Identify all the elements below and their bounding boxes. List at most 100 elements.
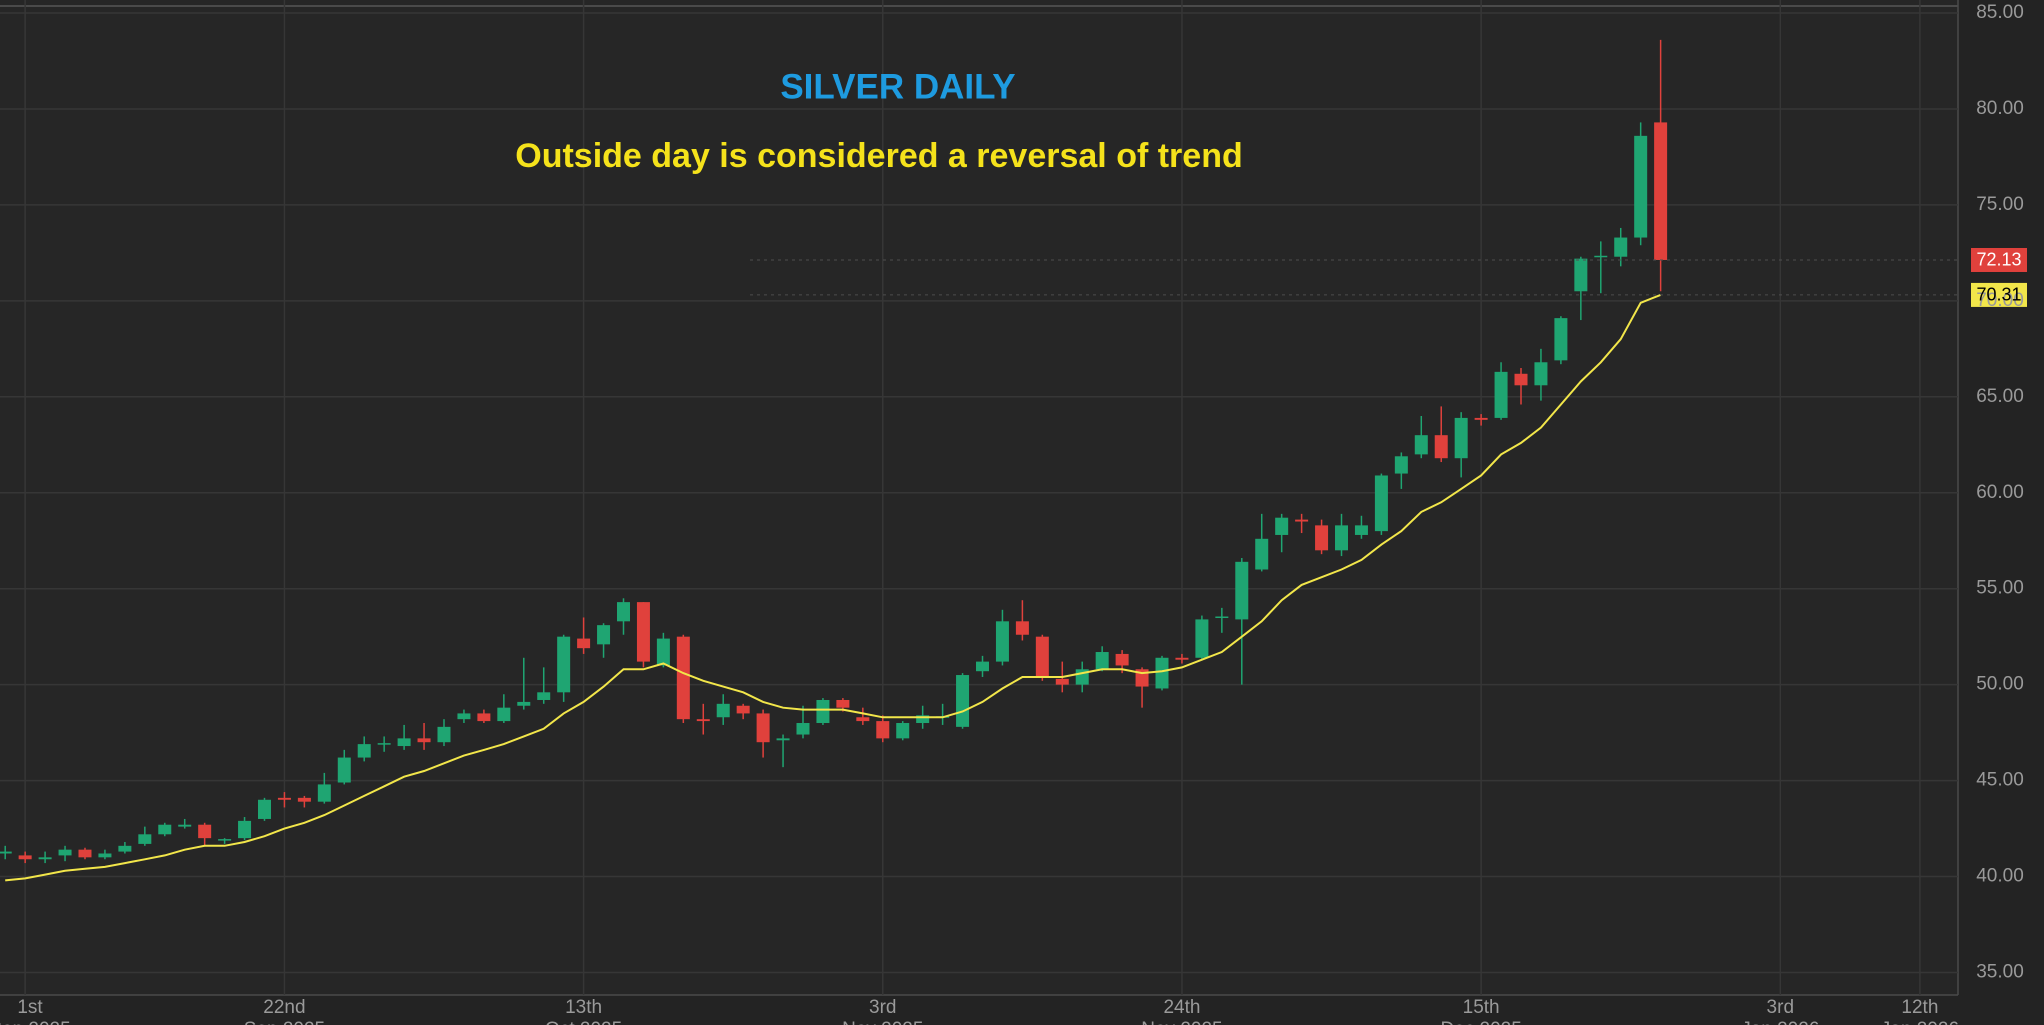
candle-body — [118, 845, 132, 852]
candle-body — [656, 638, 670, 666]
candle-body — [58, 849, 72, 856]
candle-body — [1315, 525, 1329, 551]
candle-body — [1594, 255, 1608, 258]
candle-body — [1115, 653, 1129, 666]
y-tick-label: 60.00 — [1976, 482, 2024, 503]
candle-body — [1354, 525, 1368, 535]
candle-body — [98, 853, 112, 858]
candle-body — [437, 726, 451, 743]
x-tick-sublabel: Jan 2026 — [1881, 1019, 1959, 1025]
ma-value-tag-box — [1971, 282, 2027, 307]
candle-body — [1494, 371, 1508, 418]
y-tick-label: 35.00 — [1976, 961, 2024, 982]
last-price-tag: 72.13 — [1976, 250, 2021, 270]
candle-body — [1614, 237, 1628, 257]
candle-body — [158, 824, 172, 835]
candle-body — [1155, 657, 1169, 689]
candle-body — [1295, 519, 1309, 522]
candle-body — [896, 723, 910, 739]
x-tick-label: 12th — [1901, 997, 1938, 1018]
candle-body — [976, 661, 990, 672]
x-tick-sublabel: Nov 2025 — [1141, 1019, 1222, 1025]
candle-body — [1394, 456, 1408, 474]
candle-body — [1255, 538, 1269, 570]
y-tick-label: 50.00 — [1976, 674, 2024, 695]
candle-body — [138, 834, 152, 844]
x-tick-label: 3rd — [869, 997, 896, 1018]
candle-body — [1534, 362, 1548, 386]
candle-body — [557, 636, 571, 693]
candle-body — [616, 602, 630, 622]
x-tick-sublabel: Oct 2025 — [545, 1019, 622, 1025]
candle-body — [716, 703, 730, 718]
candle-body — [796, 723, 810, 735]
candle-body — [776, 738, 790, 741]
candle-body — [357, 744, 371, 758]
candle-body — [238, 820, 252, 839]
candle-body — [1095, 652, 1109, 670]
y-tick-label: 85.00 — [1976, 2, 2024, 23]
candle-body — [836, 699, 850, 708]
candle-body — [816, 699, 830, 724]
y-tick-label: 80.00 — [1976, 98, 2024, 119]
candle-body — [1654, 122, 1668, 260]
ma-value-tag: 70.31 — [1976, 285, 2021, 305]
y-tick-label: 55.00 — [1976, 578, 2024, 599]
y-tick-label: 45.00 — [1976, 770, 2024, 791]
candle-body — [317, 784, 331, 802]
candle-body — [257, 799, 271, 819]
candle-body — [1454, 417, 1468, 459]
moving-average-line — [5, 293, 1661, 882]
candle-body — [1574, 258, 1588, 292]
x-tick-label: 22nd — [263, 997, 305, 1018]
candle-body — [636, 602, 650, 662]
candle-body — [956, 675, 970, 727]
candle-body — [178, 824, 192, 827]
x-tick-sublabel: Sep 2025 — [244, 1019, 325, 1025]
candle-body — [377, 743, 391, 745]
candle-body — [497, 707, 511, 722]
x-tick-sublabel: Dec 2025 — [1440, 1019, 1521, 1025]
x-tick-label: 15th — [1463, 997, 1500, 1018]
candle-body — [1554, 318, 1568, 361]
grid — [0, 0, 1958, 995]
candle-body — [995, 621, 1009, 662]
candle-body — [397, 738, 411, 747]
candle-body — [1215, 616, 1229, 619]
plot-area — [0, 0, 1958, 995]
candle-body — [1055, 678, 1069, 685]
candle-body — [1035, 636, 1049, 677]
candle-body — [198, 824, 212, 839]
candle-body — [696, 719, 710, 722]
candle-body — [1015, 621, 1029, 635]
candle-body — [1175, 657, 1189, 660]
candle-body — [577, 638, 591, 649]
candle-body — [517, 701, 531, 706]
chart-title: SILVER DAILY — [780, 67, 1015, 106]
candle-body — [676, 636, 690, 720]
candle-body — [1195, 619, 1209, 658]
candle-body — [1335, 525, 1349, 551]
candle-body — [218, 839, 232, 841]
candle-body — [856, 717, 870, 722]
annotation: Outside day is considered a reversal of … — [515, 137, 1242, 175]
marks — [0, 39, 2027, 882]
candle-body — [537, 692, 551, 700]
candle-body — [18, 855, 32, 860]
x-tick-label: 24th — [1163, 997, 1200, 1018]
candle-body — [1275, 517, 1289, 535]
candle-body — [1414, 435, 1428, 455]
candle-body — [756, 713, 770, 743]
candle-body — [1374, 475, 1388, 532]
candle-body — [1634, 135, 1648, 238]
candle-body — [876, 721, 890, 739]
candle-body — [916, 715, 930, 724]
candle-body — [417, 738, 431, 743]
x-tick-label: 13th — [565, 997, 602, 1018]
candle-body — [1514, 373, 1528, 386]
candle-body — [597, 625, 611, 645]
candle-body — [477, 713, 491, 722]
